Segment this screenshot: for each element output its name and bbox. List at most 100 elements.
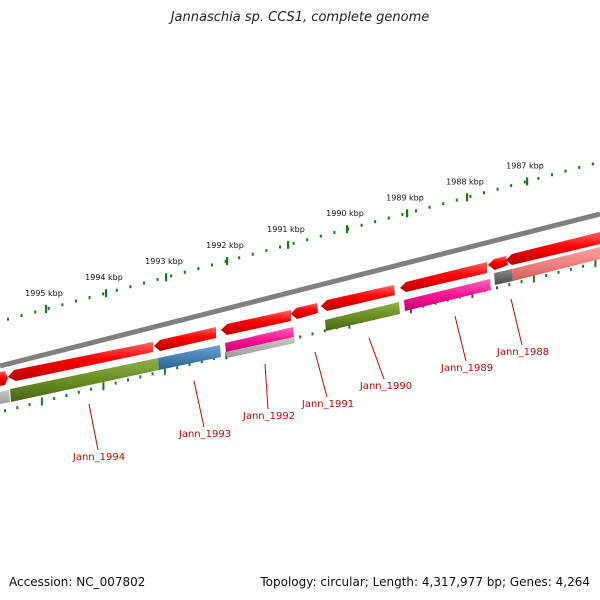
lower-minor-tick [582, 264, 585, 268]
cds-arrow[interactable] [0, 371, 8, 386]
gene-feature-green[interactable] [10, 358, 159, 402]
ruler-minor-tick [537, 176, 540, 180]
lower-major-tick [225, 351, 228, 360]
backbone-track [0, 211, 600, 369]
ruler-major-tick [105, 289, 108, 298]
lower-minor-tick [28, 403, 31, 407]
ruler-major-tick [526, 177, 529, 186]
lower-major-tick [102, 382, 105, 391]
cds-arrow[interactable] [400, 262, 487, 292]
lower-minor-tick [545, 273, 548, 277]
ruler-minor-tick [578, 166, 581, 170]
cds-arrow[interactable] [488, 256, 508, 270]
cds-arrow[interactable] [221, 310, 291, 335]
lower-minor-tick [139, 375, 142, 379]
ruler-label: 1990 kbp [326, 209, 364, 218]
ruler-label: 1994 kbp [85, 273, 123, 282]
ruler-major-tick [165, 273, 168, 282]
lower-minor-tick [114, 381, 117, 385]
cds-arrow[interactable] [154, 327, 216, 351]
ruler-minor-tick [88, 296, 91, 300]
gene-leader-line [368, 337, 385, 380]
gene-label[interactable]: Jann_1993 [178, 429, 231, 440]
ruler-label: 1995 kbp [25, 289, 63, 298]
cds-arrow[interactable] [506, 232, 600, 265]
ruler-minor-tick [374, 220, 377, 224]
ruler-minor-tick [224, 259, 227, 263]
ruler-minor-tick [483, 191, 485, 195]
gene-feature-grey[interactable] [0, 390, 10, 404]
ruler-label: 1987 kbp [506, 161, 544, 170]
ruler-minor-tick [61, 303, 64, 307]
lower-minor-tick [151, 372, 154, 376]
ruler-minor-tick [47, 306, 50, 310]
ruler-minor-tick [306, 238, 309, 242]
lower-minor-tick [16, 406, 19, 410]
ruler-minor-tick [170, 274, 173, 278]
lower-minor-tick [508, 283, 511, 287]
lower-minor-tick [188, 363, 191, 367]
gene-label[interactable]: Jann_1991 [301, 399, 354, 410]
ruler-minor-tick [156, 277, 159, 281]
ruler-minor-tick [238, 256, 241, 260]
lower-minor-tick [496, 286, 498, 290]
ruler-minor-tick [75, 299, 77, 303]
ruler-minor-tick [551, 173, 553, 177]
gene-feature-pink[interactable] [512, 247, 600, 281]
ruler-minor-tick [523, 180, 526, 184]
lower-minor-tick [323, 329, 326, 333]
cds-arrow[interactable] [8, 342, 153, 381]
ruler-minor-tick [387, 216, 390, 220]
gene-label[interactable]: Jann_1990 [359, 381, 412, 392]
ruler-track [7, 162, 594, 321]
gene-feature-green[interactable] [325, 302, 400, 331]
gene-label[interactable]: Jann_1994 [72, 452, 125, 463]
gene-feature-shadow [226, 337, 295, 358]
ruler-minor-tick [401, 212, 404, 216]
lower-major-tick [532, 274, 535, 283]
ruler-minor-tick [20, 314, 23, 318]
backbone-line [0, 211, 600, 369]
lower-minor-tick [65, 393, 68, 397]
gene-leader-line [193, 380, 205, 428]
ruler-label: 1988 kbp [446, 177, 484, 186]
cds-arrow[interactable] [291, 303, 318, 319]
cds-arrow[interactable] [321, 285, 395, 311]
lower-major-tick [594, 259, 597, 268]
gene-feature-grey[interactable] [494, 269, 513, 285]
gene-feature-magenta[interactable] [404, 279, 491, 311]
lower-major-tick [40, 397, 43, 406]
ruler-minor-tick [496, 187, 499, 191]
ruler-minor-tick [428, 205, 431, 209]
ruler-minor-tick [197, 267, 200, 271]
ruler-minor-tick [442, 202, 445, 206]
gene-leader-line [88, 403, 99, 451]
ruler-major-tick [346, 225, 349, 234]
lower-minor-tick [53, 396, 56, 400]
gene-label[interactable]: Jann_1992 [242, 411, 295, 422]
lower-minor-tick [299, 335, 302, 339]
gene-feature-blue[interactable] [158, 345, 221, 370]
summary-text: Topology: circular; Length: 4,317,977 bp… [260, 575, 590, 589]
gene-label[interactable]: Jann_1989 [440, 363, 493, 374]
ruler-minor-tick [143, 281, 145, 285]
ruler-minor-tick [591, 162, 594, 166]
map-title: Jannaschia sp. CCS1, complete genome [170, 10, 430, 25]
lower-major-tick [163, 366, 166, 375]
ruler-minor-tick [115, 288, 118, 292]
lower-minor-tick [127, 378, 129, 382]
ruler-label: 1991 kbp [267, 225, 305, 234]
ruler-major-tick [466, 193, 469, 202]
ruler-minor-tick [7, 317, 9, 321]
ruler-minor-tick [469, 194, 472, 198]
ruler-minor-tick [292, 241, 295, 245]
gene-label[interactable]: Jann_1988 [496, 347, 549, 358]
lower-minor-tick [557, 270, 560, 274]
ruler-label: 1992 kbp [206, 241, 244, 250]
ruler-minor-tick [455, 198, 458, 202]
gene-feature-magenta[interactable] [225, 327, 294, 352]
gene-leader-line [264, 363, 269, 410]
lower-minor-tick [176, 366, 179, 370]
